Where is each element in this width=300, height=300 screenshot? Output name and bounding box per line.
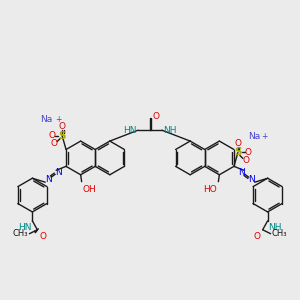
Text: S: S (58, 130, 66, 141)
Text: N: N (238, 168, 245, 177)
Text: +: + (55, 115, 61, 124)
Text: Na: Na (248, 132, 260, 141)
Text: S: S (234, 148, 242, 158)
Text: NH: NH (268, 223, 282, 232)
Text: N: N (45, 175, 52, 184)
Text: HO: HO (204, 185, 218, 194)
Text: O: O (234, 139, 242, 148)
Text: Na: Na (40, 115, 52, 124)
Text: OH: OH (82, 185, 96, 194)
Text: N: N (248, 175, 255, 184)
Text: CH₃: CH₃ (13, 229, 28, 238)
Text: O: O (49, 131, 56, 140)
Text: O: O (244, 148, 251, 157)
Text: CH₃: CH₃ (272, 229, 287, 238)
Text: N: N (55, 168, 62, 177)
Text: O: O (51, 139, 58, 148)
Text: O: O (242, 156, 249, 165)
Text: O: O (254, 232, 261, 241)
Text: NH: NH (163, 126, 176, 135)
Text: +: + (262, 132, 268, 141)
Text: O: O (153, 112, 160, 121)
Text: HN: HN (18, 223, 32, 232)
Text: HN: HN (124, 126, 137, 135)
Text: O: O (39, 232, 46, 241)
Text: O: O (58, 122, 66, 131)
